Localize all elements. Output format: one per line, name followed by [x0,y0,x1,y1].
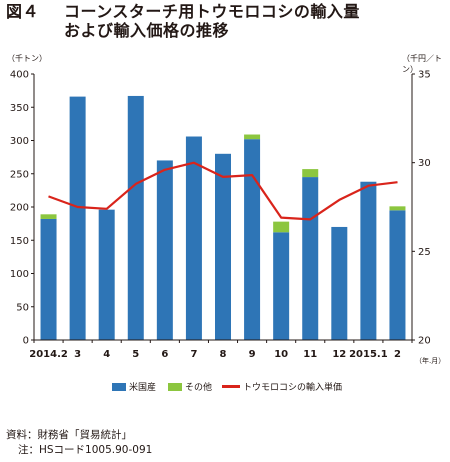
bar-us [360,181,377,340]
right-tick-label: 20 [418,336,431,347]
source-note: 資料：財務省「貿易統計」 [6,429,132,441]
left-tick-label: 50 [16,302,29,313]
x-tick-label: 9 [249,349,256,360]
x-tick-label: 8 [220,349,227,360]
x-tick-label: 2 [394,349,401,360]
bar-us [127,95,144,340]
x-tick-label: 6 [161,349,168,360]
right-tick-label: 25 [418,247,431,258]
legend-item-other: その他 [168,380,212,393]
x-axis-unit: （年.月） [415,357,446,365]
bar-us [215,153,231,340]
left-tick-label: 300 [10,136,29,147]
left-tick-label: 150 [10,236,29,247]
chart-title: 図４ コーンスターチ用トウモロコシの輸入量 および輸入価格の推移 [6,2,360,40]
right-tick-label: 30 [418,158,431,169]
legend-label-other: その他 [185,383,213,393]
bar-other [302,169,319,178]
left-tick-label: 100 [10,269,29,280]
notes: 資料：財務省「貿易統計」 注：HSコード1005.90-091 [6,428,152,458]
right-axis-unit: （千円／トン） [402,54,442,74]
bar-us [185,136,202,340]
x-tick-label: 11 [303,349,317,360]
hs-code-note: 注：HSコード1005.90-091 [18,444,153,456]
title-line-2: および輸入価格の推移 [64,21,230,40]
x-tick-label: 10 [274,349,288,360]
left-tick-label: 350 [10,103,29,114]
x-tick-label: 2014.2 [29,349,68,360]
legend-label-us: 米国産 [129,383,157,393]
bar-us [98,209,115,340]
bar-us [244,139,261,340]
left-tick-label: 200 [10,203,29,214]
bar-us [156,160,173,340]
bar-us [389,210,406,340]
left-tick-label: 0 [23,336,29,347]
figure-number: 図４ [6,2,40,21]
x-tick-label: 4 [103,349,110,360]
left-axis-unit: （千トン） [7,54,47,63]
bar-us [273,232,290,340]
x-tick-label: 5 [132,349,139,360]
x-tick-label: 12 [332,349,346,360]
bar-other [244,134,261,140]
bar-us [69,96,86,340]
x-tick-label: 2015.1 [349,349,388,360]
bar-other [389,206,406,211]
bar-other [273,221,290,233]
title-line-1: コーンスターチ用トウモロコシの輸入量 [64,2,360,21]
legend-swatch-us [112,382,126,391]
left-tick-label: 250 [10,169,29,180]
legend-item-us: 米国産 [112,380,156,393]
legend-label-price: トウモロコシの輸入単価 [243,383,343,393]
legend-swatch-other [168,382,182,391]
bar-us [40,218,57,340]
x-tick-label: 3 [74,349,81,360]
legend-swatch-price [222,385,240,388]
bar-us [331,226,348,340]
x-tick-label: 7 [190,349,197,360]
bar-us [302,177,319,340]
legend-item-price: トウモロコシの輸入単価 [222,380,342,393]
bar-other [40,214,57,219]
right-tick-label: 35 [418,70,431,81]
left-tick-label: 400 [10,70,29,81]
